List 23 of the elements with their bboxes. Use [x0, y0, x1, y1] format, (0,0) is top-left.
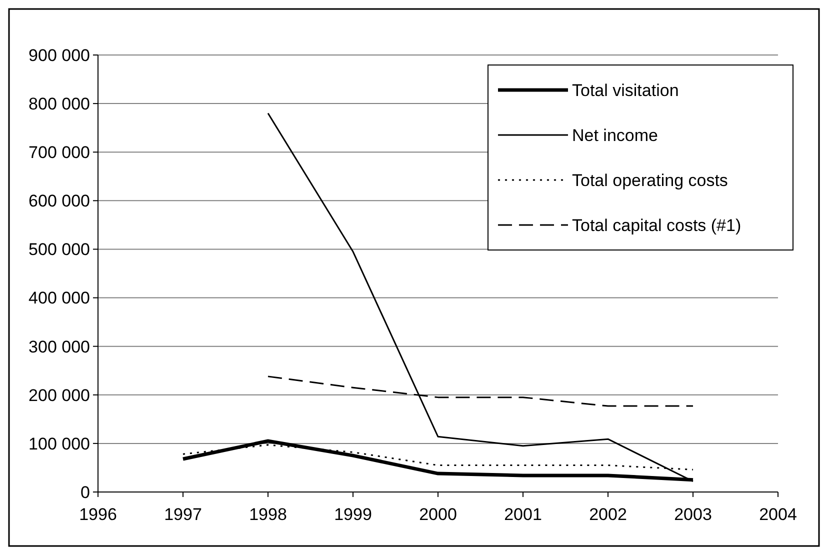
x-tick-label: 1999 [334, 505, 372, 524]
x-tick-label: 2004 [759, 505, 797, 524]
x-tick-label: 2000 [419, 505, 457, 524]
y-tick-label: 100 000 [28, 434, 90, 454]
legend-label: Total capital costs (#1) [572, 216, 742, 235]
y-tick-label: 700 000 [28, 143, 90, 162]
x-tick-label: 1996 [79, 505, 117, 524]
y-tick-label: 900 000 [28, 46, 90, 65]
y-tick-label: 400 000 [28, 288, 90, 308]
legend-label: Total operating costs [572, 170, 728, 190]
y-tick-label: 0 [80, 482, 90, 502]
x-tick-label: 2001 [504, 505, 542, 524]
y-tick-label: 300 000 [28, 337, 90, 356]
x-tick-label: 1998 [249, 505, 287, 524]
y-tick-label: 800 000 [28, 94, 90, 114]
x-tick-label: 2002 [589, 505, 627, 524]
y-tick-label: 200 000 [28, 386, 90, 405]
x-tick-label: 1997 [164, 505, 202, 524]
legend-label: Net income [572, 126, 658, 145]
y-tick-label: 600 000 [28, 192, 90, 211]
legend-label: Total visitation [572, 80, 679, 100]
y-tick-label: 500 000 [28, 240, 90, 260]
x-tick-label: 2003 [674, 505, 712, 524]
